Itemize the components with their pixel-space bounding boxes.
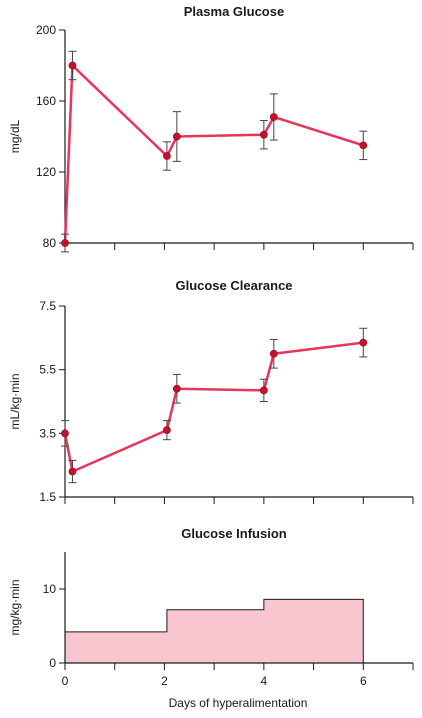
y-axis-label: mL/kg·min xyxy=(8,373,22,429)
data-point xyxy=(163,152,171,160)
data-point xyxy=(68,61,77,70)
y-tick-label: 160 xyxy=(36,94,56,108)
data-point xyxy=(359,338,368,347)
chart-title: Glucose Infusion xyxy=(181,526,287,541)
x-tick-label: 2 xyxy=(161,674,168,688)
y-tick-label: 0 xyxy=(49,656,56,670)
y-tick-label: 10 xyxy=(43,582,57,596)
y-axis-label: mg/dL xyxy=(8,120,22,154)
data-point xyxy=(359,141,368,150)
data-point xyxy=(61,429,69,438)
glucose-infusion-panel: Glucose Infusion 0 10 0 2 4 6 mg/kg·min Days of … xyxy=(8,526,414,710)
data-point xyxy=(163,426,171,435)
data-point xyxy=(259,386,268,395)
y-tick-label: 7.5 xyxy=(39,299,56,313)
data-point xyxy=(172,132,181,141)
series-line xyxy=(63,64,364,244)
data-point xyxy=(269,113,278,121)
plasma-glucose-panel: Plasma Glucose 80 120 160 200 mg/dL xyxy=(8,4,414,253)
y-tick-label: 200 xyxy=(36,23,56,37)
y-tick-label: 3.5 xyxy=(39,426,56,440)
data-point xyxy=(259,130,268,139)
series-line xyxy=(63,341,364,473)
data-point xyxy=(68,467,77,476)
x-tick-label: 6 xyxy=(360,674,367,688)
data-point xyxy=(269,349,278,358)
y-tick-label: 1.5 xyxy=(39,490,56,504)
y-tick-label: 80 xyxy=(43,236,57,250)
x-tick-label: 4 xyxy=(261,674,268,688)
data-point xyxy=(61,239,69,247)
glucose-clearance-panel: Glucose Clearance 1.5 3.5 5.5 7.5 mL/kg·min xyxy=(8,278,414,504)
chart-title: Glucose Clearance xyxy=(175,278,292,293)
data-point xyxy=(172,384,181,393)
chart-title: Plasma Glucose xyxy=(184,4,284,19)
x-tick-label: 0 xyxy=(62,674,69,688)
x-axis-label: Days of hyperalimentation xyxy=(169,696,308,710)
y-tick-label: 120 xyxy=(36,165,56,179)
y-axis-label: mg/kg·min xyxy=(8,579,22,635)
infusion-area xyxy=(64,598,364,664)
y-tick-label: 5.5 xyxy=(39,363,56,377)
